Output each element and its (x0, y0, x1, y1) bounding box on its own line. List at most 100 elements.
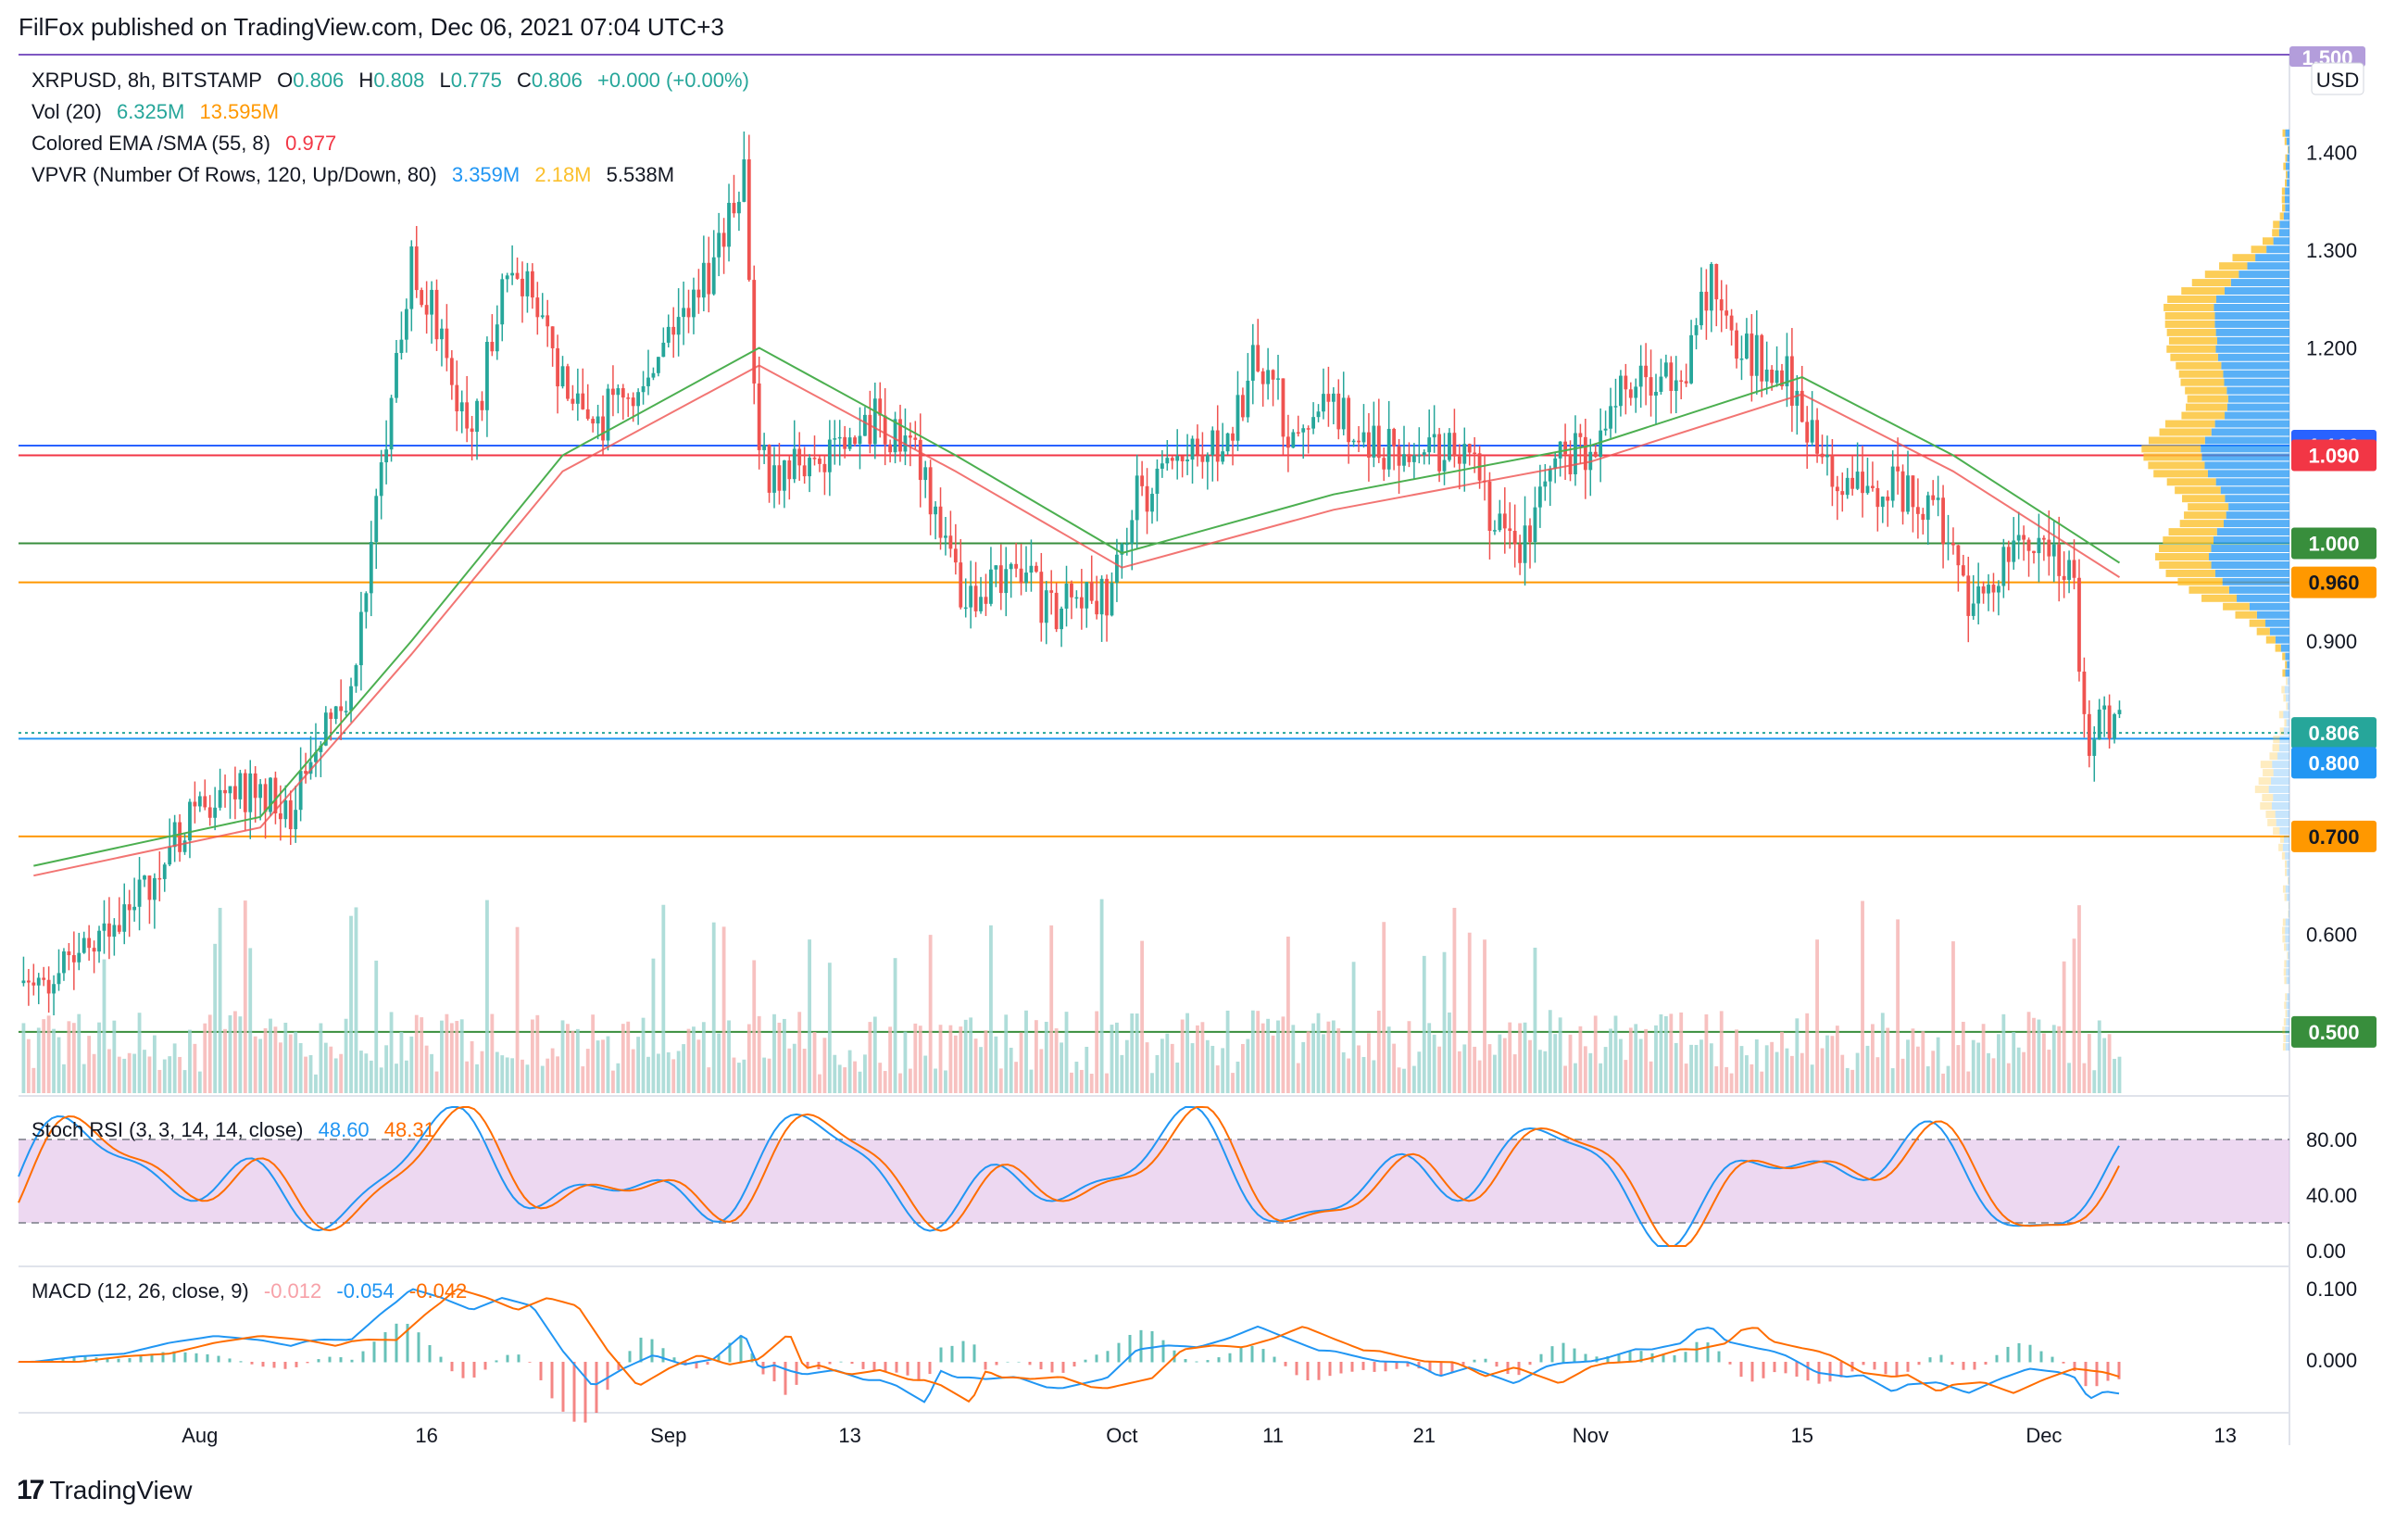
macd-legend: MACD (12, 26, close, 9) -0.012 -0.054 -0… (31, 1279, 476, 1303)
macd-histogram-bar (1962, 1362, 1965, 1370)
vpvr-bar-down (2283, 968, 2287, 976)
volume-bar (556, 1056, 559, 1093)
volume-bar (1915, 1046, 1920, 1093)
volume-bar (1110, 1025, 1114, 1093)
vpvr-bar-up (2214, 420, 2289, 428)
volume-bar (1634, 1024, 1638, 1093)
candle-body (384, 449, 389, 463)
macd-histogram-bar (483, 1362, 487, 1370)
candle-body (1266, 370, 1271, 384)
vpvr-bar-down (2182, 495, 2226, 503)
candle-body (1402, 454, 1406, 466)
vpvr-bar-up (2226, 386, 2289, 395)
macd-histogram-bar (550, 1362, 554, 1399)
vpvr-bar-up (2226, 511, 2289, 520)
volume-bar (1855, 1052, 1860, 1093)
candle-body (349, 686, 353, 711)
macd-histogram-bar (695, 1362, 698, 1369)
volume-bar (1386, 1026, 1391, 1093)
volume-bar (1900, 1058, 1905, 1093)
vpvr-bar-up (2224, 287, 2289, 296)
candle-body (560, 366, 565, 387)
symbol-legend: XRPUSD, 8h, BITSTAMP O0.806 H0.808 L0.77… (31, 69, 759, 93)
vpvr-bar-down (2273, 826, 2280, 835)
volume-bar (1533, 947, 1537, 1093)
volume-bar (1921, 1031, 1925, 1093)
volume-bar (87, 1036, 92, 1093)
candle-body (1367, 432, 1371, 458)
candle-body (1997, 585, 2000, 593)
vpvr-bar-up (2287, 677, 2289, 686)
candle-body (269, 777, 272, 812)
candle-body (550, 326, 555, 348)
volume-bar (1099, 899, 1104, 1093)
volume-bar (843, 1067, 847, 1093)
volume-bar (1180, 1019, 1185, 1093)
vpvr-bar-up (2216, 336, 2289, 345)
volume-bar (455, 1021, 459, 1093)
vpvr-bar-down (2272, 744, 2279, 752)
vpvr-bar-down (2279, 727, 2284, 736)
candle-body (389, 397, 394, 450)
candle-body (822, 463, 827, 472)
candle-body (883, 415, 887, 445)
tradingview-logo[interactable]: 17 TradingView (17, 1475, 192, 1506)
macd-histogram-bar (1350, 1362, 1354, 1372)
vpvr-bar-up (2285, 669, 2289, 677)
candle-body (1508, 528, 1512, 532)
candle-body (1009, 563, 1013, 570)
volume-bar (1906, 1039, 1910, 1093)
candle-body (2057, 544, 2062, 576)
volume-bar (696, 1039, 701, 1093)
candle-body (21, 980, 26, 984)
volume-bar (1417, 1051, 1422, 1093)
volume-bar (1175, 1062, 1180, 1093)
volume-bar (1815, 939, 1819, 1093)
macd-histogram-bar (1395, 1362, 1398, 1369)
volume-bar (1070, 1072, 1073, 1093)
candle-body (1306, 428, 1311, 430)
candle-body (1941, 497, 1945, 545)
volume-bar (2062, 961, 2066, 1093)
candle-body (2026, 539, 2031, 551)
volume-bar (2047, 1050, 2051, 1093)
volume-bar (253, 1036, 257, 1093)
vpvr-bar-up (2230, 279, 2289, 287)
candle-body (178, 822, 182, 852)
vpvr-bar-up (2286, 968, 2289, 976)
tradingview-mark-icon: 17 (17, 1475, 44, 1505)
macd-histogram-bar (884, 1362, 887, 1373)
vpvr-bar-up (2287, 993, 2289, 1001)
candle-body (959, 562, 963, 608)
candle-body (1225, 433, 1230, 452)
vpvr-bar-up (2275, 636, 2289, 644)
vpvr-bar-up (2273, 794, 2289, 801)
candle-body (546, 315, 550, 327)
macd-histogram-bar (583, 1362, 587, 1423)
candle-body (1825, 455, 1829, 458)
volume-bar (1221, 1048, 1225, 1093)
volume-bar (721, 926, 726, 1093)
candle-body (1704, 291, 1709, 311)
candle-body (1865, 485, 1870, 494)
vpvr-bar-up (2284, 686, 2289, 694)
macd-histogram-bar (750, 1353, 754, 1363)
volume-bar (459, 1019, 464, 1093)
volume-bar (1432, 1034, 1436, 1093)
volume-bar (1674, 1042, 1678, 1093)
volume-bar (1322, 1034, 1325, 1093)
macd-histogram-bar (2006, 1346, 2010, 1363)
volume-bar (676, 1051, 681, 1093)
volume-bar (278, 1042, 282, 1093)
volume-bar (269, 1018, 272, 1093)
vpvr-bar-up (2214, 569, 2289, 577)
vpvr-bar-down (2281, 195, 2286, 204)
vpvr-bar-down (2219, 262, 2248, 271)
volume-bar (818, 1074, 821, 1093)
macd-histogram-bar (106, 1357, 109, 1363)
candle-body (998, 565, 1003, 594)
candle-body (1014, 563, 1019, 569)
macd-histogram-bar (283, 1362, 287, 1369)
candle-body (732, 202, 736, 214)
